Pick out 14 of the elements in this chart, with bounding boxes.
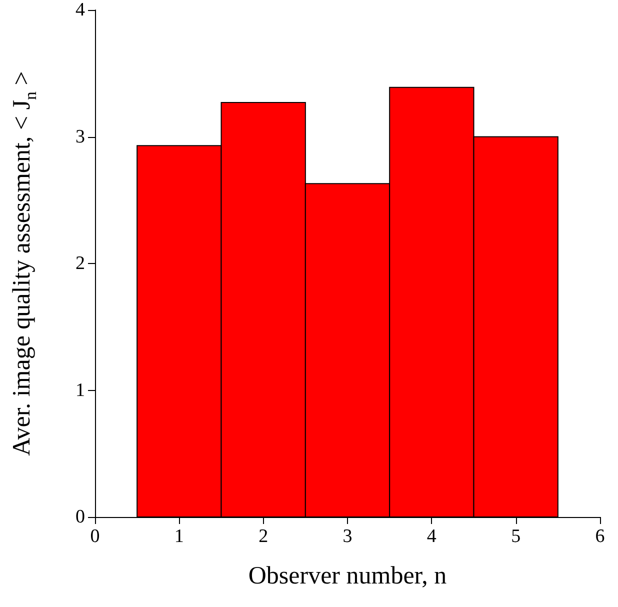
x-tick-label: 2 [258, 526, 268, 547]
y-tick-label: 0 [76, 506, 85, 528]
y-axis-title: Aver. image quality assessment, < Jn > [8, 71, 40, 456]
y-tick-label: 4 [76, 0, 86, 20]
x-axis-title: Observer number, n [248, 562, 448, 590]
x-tick-label: 4 [426, 526, 437, 547]
x-tick-label: 5 [511, 526, 521, 547]
y-tick-label: 2 [76, 253, 85, 274]
x-tick-label: 0 [90, 526, 100, 547]
x-tick-label: 1 [174, 526, 184, 547]
y-tick-label: 1 [76, 380, 85, 401]
y-tick-label: 3 [76, 126, 85, 148]
x-tick-label: 3 [342, 526, 352, 547]
x-tick-label: 6 [595, 526, 605, 547]
